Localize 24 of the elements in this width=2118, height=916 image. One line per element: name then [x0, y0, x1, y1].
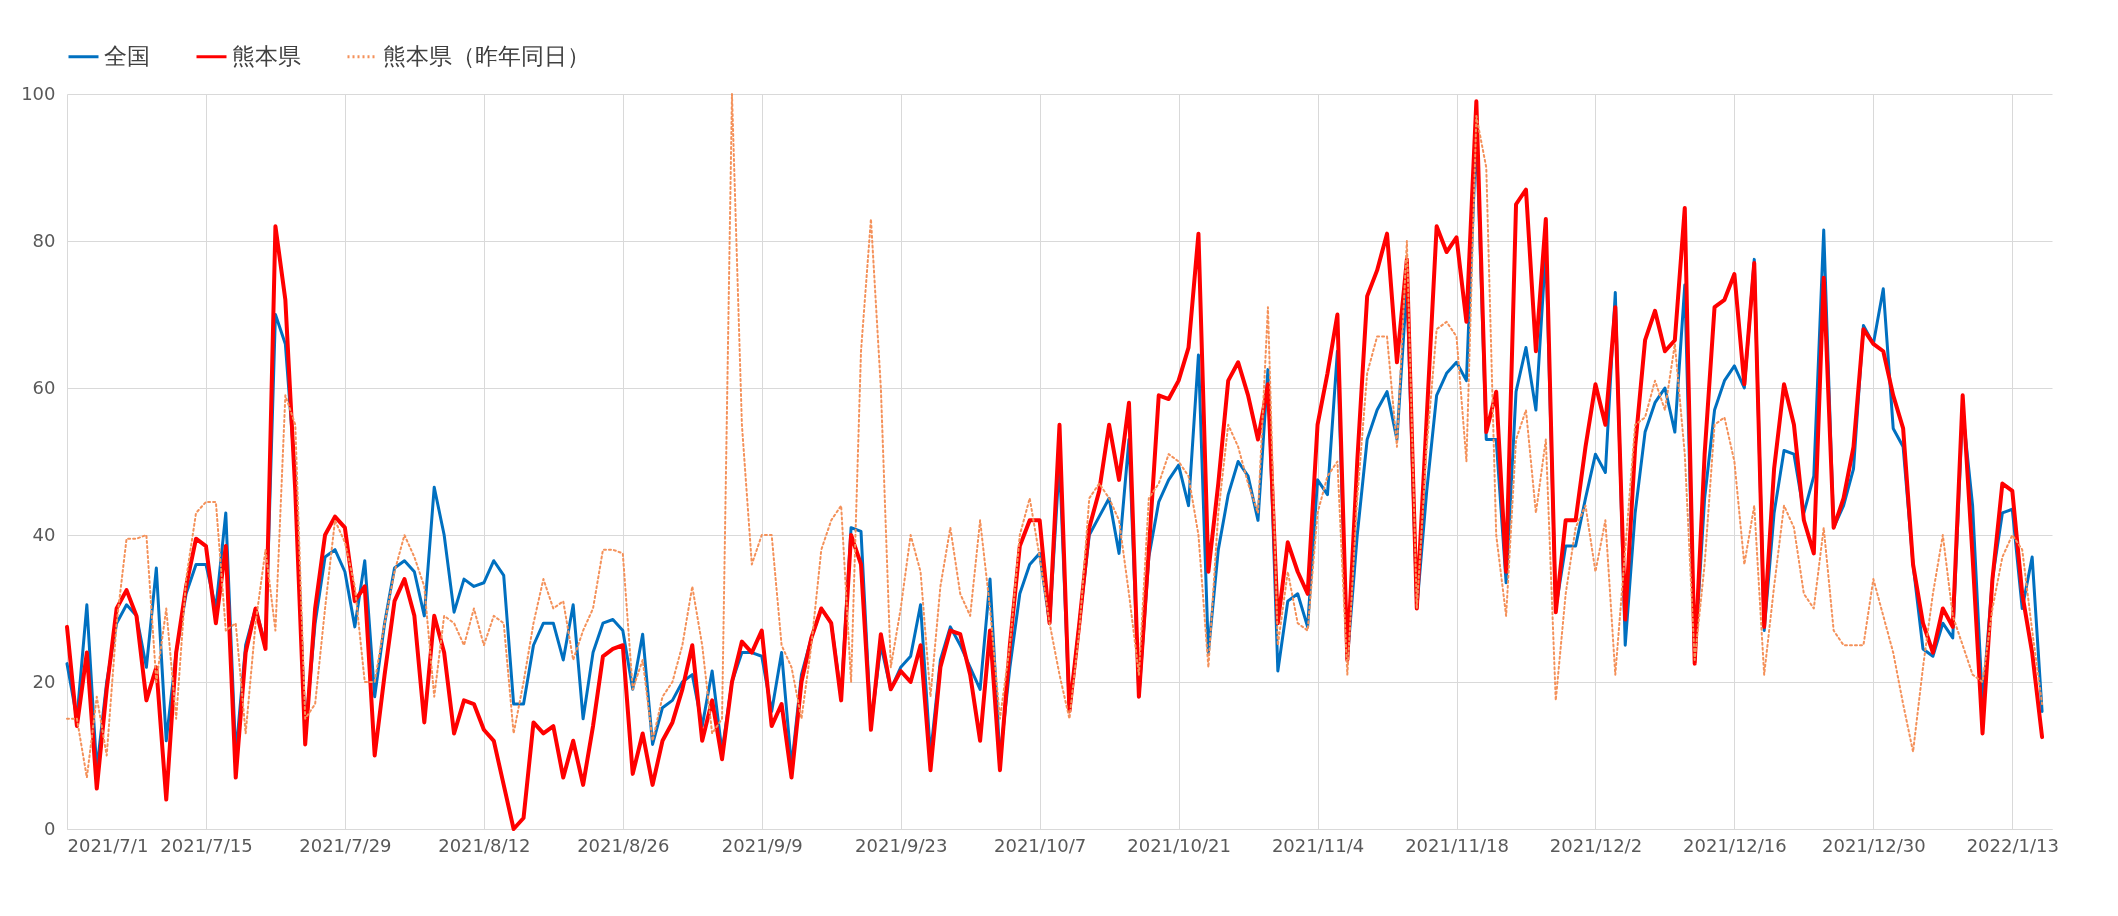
x-tick-label: 2021/8/12: [438, 834, 531, 856]
x-tick-label: 2021/7/15: [160, 834, 253, 856]
x-tick-label: 2021/12/2: [1549, 834, 1643, 856]
x-tick-label: 2021/7/29: [299, 834, 392, 856]
y-tick-label: 80: [32, 229, 56, 251]
x-tick-label: 2021/10/21: [1127, 834, 1231, 856]
x-tick-label: 2021/10/7: [994, 834, 1087, 856]
legend-label: 全国: [104, 42, 150, 69]
y-tick-label: 0: [44, 817, 56, 839]
x-tick-label: 2022/1/13: [1966, 834, 2059, 856]
x-tick-label: 2021/12/30: [1821, 834, 1926, 856]
y-tick-label: 40: [32, 523, 56, 545]
x-tick-label: 2021/7/1: [67, 834, 149, 856]
y-tick-label: 100: [21, 82, 56, 104]
x-tick-label: 2021/11/4: [1271, 834, 1365, 856]
legend-label: 熊本県: [232, 42, 301, 69]
x-tick-label: 2021/12/16: [1683, 834, 1787, 856]
x-tick-label: 2021/8/26: [577, 834, 670, 856]
x-tick-label: 2021/9/23: [855, 834, 948, 856]
y-tick-label: 20: [32, 670, 56, 692]
y-tick-label: 60: [32, 376, 56, 398]
x-tick-label: 2021/9/9: [721, 834, 803, 856]
legend-label: 熊本県（昨年同日）: [383, 42, 590, 69]
x-tick-label: 2021/11/18: [1405, 834, 1509, 856]
